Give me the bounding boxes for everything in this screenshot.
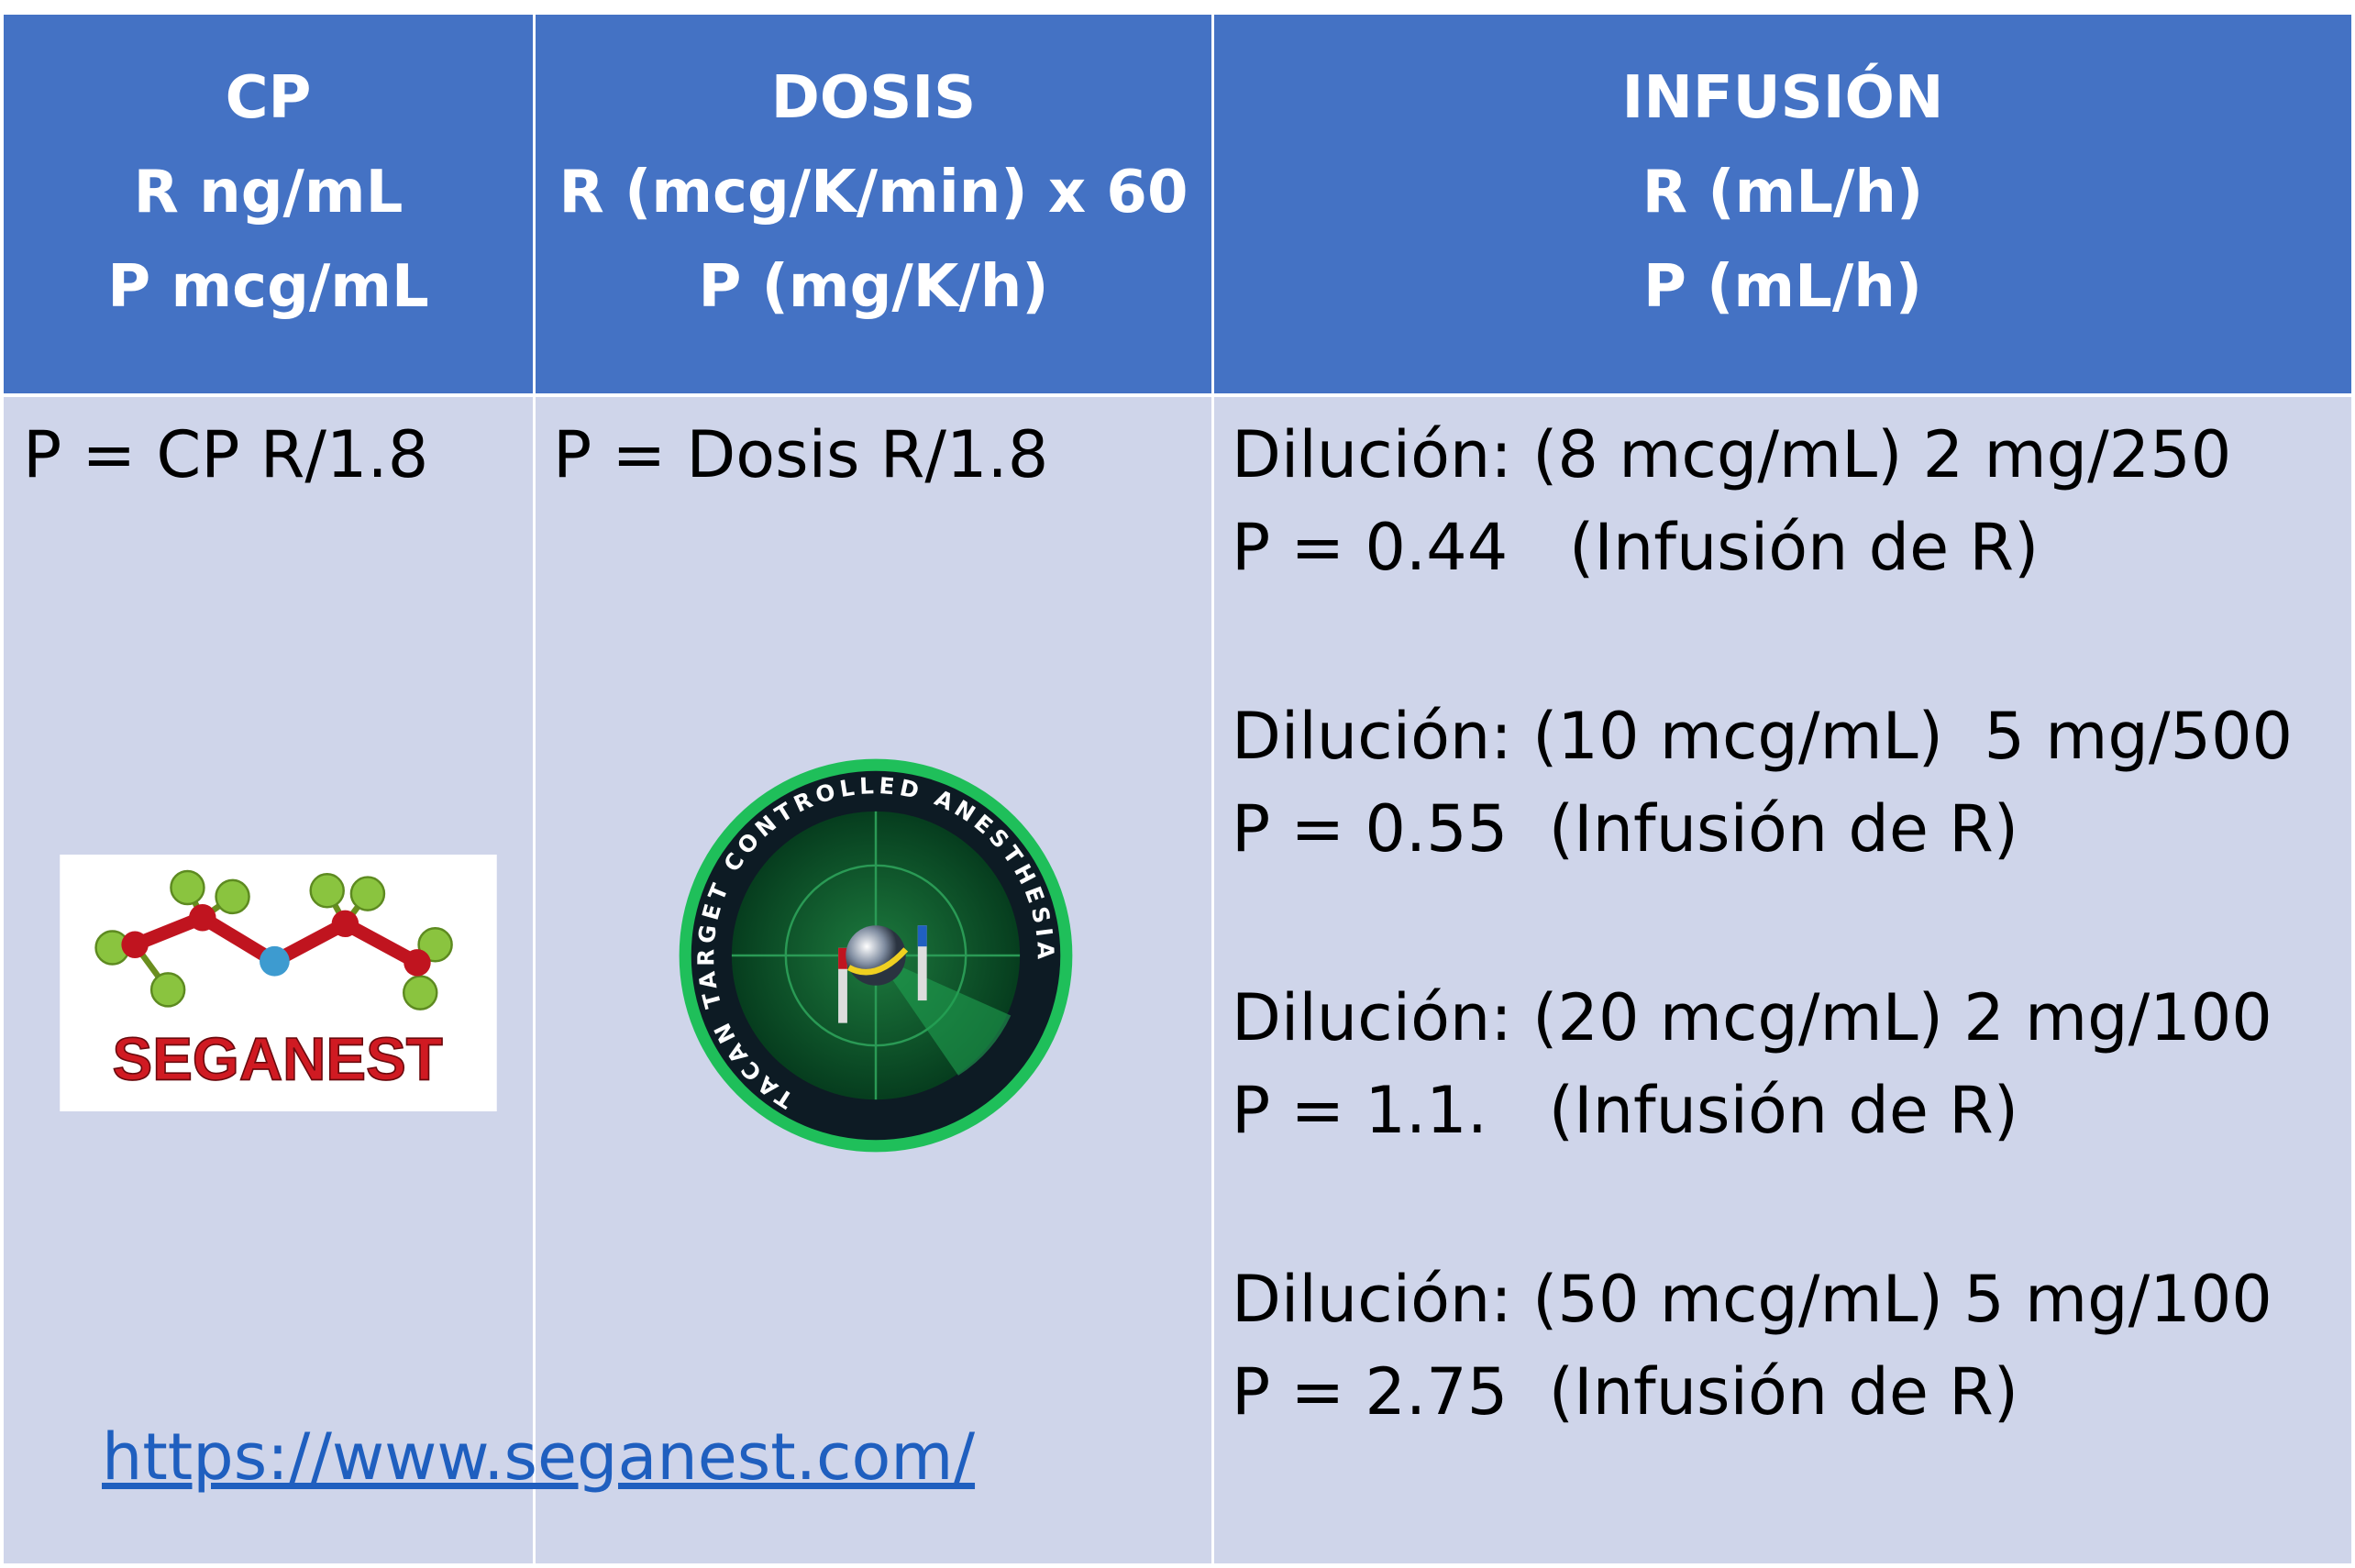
header-text: INFUSIÓN [1621,64,1944,132]
header-cell: INFUSIÓN R (mL/h) P (mL/h) [1214,15,2351,393]
header-text: CP [225,64,312,132]
infusion-rate: P = 0.44 (Infusión de R) [1232,510,2040,585]
header-text: DOSIS [770,64,977,132]
body-cell: Dilución: (8 mcg/mL) 2 mg/250 P = 0.44 (I… [1214,397,2351,1563]
tacan-logo: TACAN TARGET CONTROLLED ANESTHESIA [679,758,1073,1153]
dilution: Dilución: (50 mcg/mL) 5 mg/100 [1232,1262,2272,1337]
link[interactable]: https://www.seganest.com/ [102,1419,976,1495]
formula: P = CP R/1.8 [23,417,429,492]
header-cell: DOSIS R (mcg/K/min) x 60 P (mg/K/h) [536,15,1211,393]
dilution: Dilución: (8 mcg/mL) 2 mg/250 [1232,417,2232,492]
dilution: Dilución: (10 mcg/mL) 5 mg/500 [1232,699,2294,774]
infusion-rate: P = 1.1. (Infusión de R) [1232,1073,2019,1148]
header-text: P (mg/K/h) [698,253,1049,321]
header-text: R ng/mL [133,159,404,226]
seganest-logo: SEGANEST [60,855,497,1111]
header-cell: CP R ng/mL P mcg/mL [4,15,533,393]
dilution: Dilución: (20 mcg/mL) 2 mg/100 [1232,980,2272,1055]
header-text: P (mL/h) [1642,253,1923,321]
header-text: P mcg/mL [107,253,429,321]
formula: P = Dosis R/1.8 [553,417,1049,492]
header-text: R (mcg/K/min) x 60 [558,159,1189,226]
infusion-rate: P = 2.75 (Infusión de R) [1232,1354,2019,1430]
infusion-rate: P = 0.55 (Infusión de R) [1232,791,2019,867]
header-text: R (mL/h) [1642,159,1924,226]
logo-text: SEGANEST [113,1026,443,1093]
